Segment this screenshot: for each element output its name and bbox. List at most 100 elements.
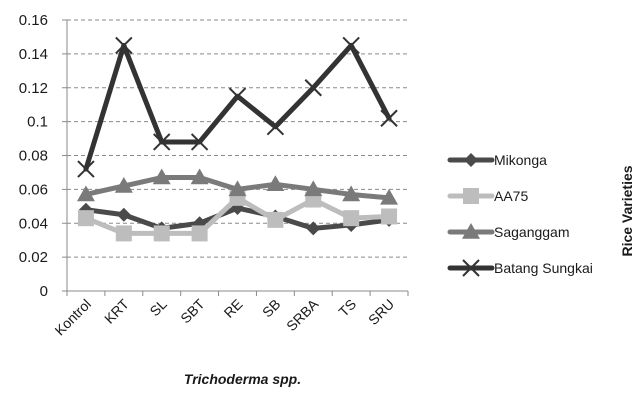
x-marker-stroke xyxy=(153,133,171,151)
y-tick-label: 0.06 xyxy=(19,181,48,198)
y-tick-label: 0.02 xyxy=(19,249,48,266)
x-marker-stroke xyxy=(228,87,247,105)
data-point xyxy=(228,87,247,105)
square-marker xyxy=(191,225,208,242)
data-point xyxy=(115,225,132,242)
x-marker-stroke xyxy=(190,133,209,151)
legend-label: Saganggam xyxy=(494,224,570,240)
y-tick-label: 0.12 xyxy=(19,80,48,97)
triangle-marker xyxy=(190,168,209,185)
x-axis-ticks: Kontrol KRT SL SBT RE SB SRBA TS SRU xyxy=(51,295,397,338)
triangle-marker xyxy=(304,180,323,197)
legend-swatch-marker xyxy=(462,223,480,239)
data-point xyxy=(77,160,95,178)
data-point xyxy=(342,185,361,202)
y-tick-label: 0.04 xyxy=(19,215,48,232)
data-point xyxy=(153,225,170,242)
legend-title: Rice Varieties xyxy=(619,165,635,256)
triangle-marker xyxy=(342,185,361,202)
square-marker xyxy=(267,211,284,228)
series-batang-sungkai xyxy=(77,36,398,178)
data-point xyxy=(77,210,94,227)
square-marker xyxy=(463,188,479,204)
x-marker-stroke xyxy=(266,117,285,136)
y-tick-label: 0.16 xyxy=(19,12,48,29)
axes xyxy=(62,19,409,296)
y-tick-label: 0 xyxy=(40,283,48,300)
data-point xyxy=(190,168,209,185)
square-marker xyxy=(343,210,360,227)
x-tick-label: KRT xyxy=(101,295,132,326)
triangle-marker xyxy=(266,175,285,192)
y-tick-label: 0.14 xyxy=(19,46,48,63)
x-tick-label: SBT xyxy=(177,295,208,326)
x-marker-stroke xyxy=(380,109,398,127)
series-line xyxy=(83,42,392,172)
diamond-marker xyxy=(306,221,321,236)
data-point xyxy=(228,180,247,197)
square-marker xyxy=(153,225,170,242)
data-point xyxy=(304,180,323,197)
x-marker-stroke xyxy=(115,36,133,55)
data-point xyxy=(342,36,360,55)
series-group xyxy=(76,36,399,242)
legend-label: AA75 xyxy=(494,188,528,204)
y-axis-ticks: 0 0.02 0.04 0.06 0.08 0.1 0.12 0.14 0.16 xyxy=(19,12,48,300)
diamond-marker xyxy=(464,153,478,167)
triangle-marker xyxy=(114,176,133,193)
square-marker xyxy=(77,210,94,227)
data-point xyxy=(191,225,208,242)
x-marker-stroke xyxy=(462,259,480,277)
data-point xyxy=(152,168,171,185)
x-tick-label: SRU xyxy=(365,296,397,328)
data-point xyxy=(306,221,321,236)
square-marker xyxy=(381,208,398,225)
data-point xyxy=(190,133,209,151)
triangle-marker xyxy=(462,223,480,239)
diamond-marker xyxy=(116,207,131,222)
legend-item: Mikonga xyxy=(447,152,547,168)
y-tick-label: 0.08 xyxy=(19,148,48,165)
x-marker-stroke xyxy=(304,79,322,97)
x-tick-label: SB xyxy=(259,296,284,321)
y-tick-label: 0.1 xyxy=(27,114,48,131)
legend-item: Batang Sungkai xyxy=(447,259,593,277)
data-point xyxy=(116,207,131,222)
data-point xyxy=(115,36,133,55)
x-marker-stroke xyxy=(342,36,360,55)
data-point xyxy=(343,210,360,227)
x-axis-label: Trichoderma spp. xyxy=(184,371,301,387)
triangle-marker xyxy=(152,168,171,185)
data-point xyxy=(380,188,399,205)
data-point xyxy=(266,117,285,136)
data-point xyxy=(266,175,285,192)
data-point xyxy=(267,211,284,228)
x-tick-label: SL xyxy=(146,296,170,320)
data-point xyxy=(380,109,398,127)
x-tick-label: SRBA xyxy=(283,295,322,334)
legend: Mikonga AA75 Saganggam Batang Sungkai xyxy=(447,152,593,277)
data-point xyxy=(76,185,95,202)
data-point xyxy=(304,79,322,97)
triangle-marker xyxy=(76,185,95,202)
legend-item: AA75 xyxy=(447,188,528,204)
legend-swatch-marker xyxy=(462,259,480,277)
legend-label: Mikonga xyxy=(494,152,547,168)
x-tick-label: Kontrol xyxy=(51,296,94,339)
legend-swatch-marker xyxy=(464,153,478,167)
legend-label: Batang Sungkai xyxy=(494,260,593,276)
legend-item: Saganggam xyxy=(447,223,570,240)
x-tick-label: RE xyxy=(221,296,246,321)
x-marker-stroke xyxy=(77,160,95,178)
data-point xyxy=(381,208,398,225)
data-point xyxy=(153,133,171,151)
triangle-marker xyxy=(380,188,399,205)
triangle-marker xyxy=(228,180,247,197)
square-marker xyxy=(115,225,132,242)
legend-swatch-marker xyxy=(463,188,479,204)
series-saganggam xyxy=(76,168,399,205)
data-point xyxy=(114,176,133,193)
x-tick-label: TS xyxy=(335,296,359,320)
